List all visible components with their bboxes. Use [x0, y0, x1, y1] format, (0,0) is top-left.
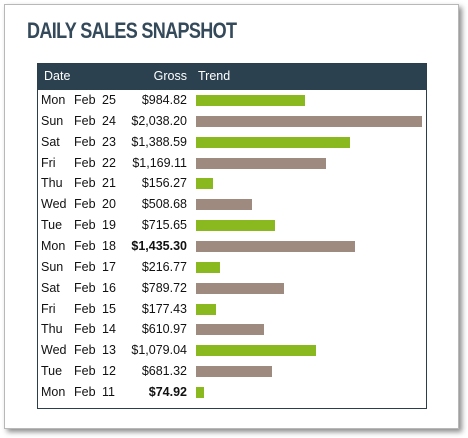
row-month: Feb: [74, 197, 96, 212]
row-weekday: Wed: [41, 343, 67, 358]
row-gross: $216.77: [141, 259, 187, 274]
row-gross: $1,079.04: [131, 343, 187, 358]
row-weekday: Sun: [41, 113, 64, 128]
table-row: Thu Feb 14 $610.97: [38, 319, 426, 340]
row-month: Feb: [74, 301, 96, 316]
trend-bar: [196, 282, 284, 294]
table-row: Thu Feb 21 $156.27: [38, 173, 426, 194]
row-weekday: Sat: [41, 280, 60, 295]
row-date: 15: [102, 301, 116, 316]
table-row: Sat Feb 16 $789.72: [38, 278, 426, 299]
table-row: Tue Feb 12 $681.32: [38, 361, 426, 382]
row-month: Feb: [74, 113, 96, 128]
row-weekday: Fri: [41, 155, 56, 170]
row-date: 20: [102, 197, 116, 212]
row-weekday: Sun: [41, 259, 64, 274]
row-gross: $2,038.20: [131, 113, 187, 128]
row-date: 21: [102, 176, 116, 191]
column-header-trend: Trend: [198, 69, 231, 83]
row-month: Feb: [74, 322, 96, 337]
trend-bar: [196, 115, 422, 127]
row-date: 16: [102, 280, 116, 295]
row-month: Feb: [74, 280, 96, 295]
column-header-gross: Gross: [153, 69, 187, 83]
row-weekday: Sat: [41, 134, 60, 149]
table-row: Sat Feb 23 $1,388.59: [38, 132, 426, 153]
row-gross: $681.32: [141, 364, 187, 379]
snapshot-panel: DAILY SALES SNAPSHOT Date Gross Trend Mo…: [4, 4, 459, 429]
row-month: Feb: [74, 364, 96, 379]
row-weekday: Thu: [41, 176, 63, 191]
table-row: Fri Feb 15 $177.43: [38, 299, 426, 320]
row-month: Feb: [74, 239, 96, 254]
trend-bar: [196, 345, 316, 357]
row-date: 14: [102, 322, 116, 337]
trend-bar: [196, 387, 204, 399]
row-date: 22: [102, 155, 116, 170]
row-gross: $984.82: [141, 93, 187, 107]
table-row: Mon Feb 25 $984.82: [38, 90, 426, 111]
row-date: 17: [102, 259, 116, 274]
row-month: Feb: [74, 134, 96, 149]
row-month: Feb: [74, 93, 96, 107]
row-gross: $715.65: [141, 218, 187, 233]
trend-bar: [196, 220, 275, 232]
row-gross: $74.92: [148, 385, 187, 400]
trend-bar: [196, 241, 355, 253]
row-gross: $156.27: [141, 176, 187, 191]
row-month: Feb: [74, 218, 96, 233]
table-header: Date Gross Trend: [38, 64, 426, 90]
trend-bar: [196, 324, 264, 336]
trend-bar: [196, 366, 272, 378]
row-gross: $610.97: [141, 322, 187, 337]
sales-table: Date Gross Trend Mon Feb 25 $984.82 Sun Feb 24…: [37, 63, 427, 409]
row-date: 23: [102, 134, 116, 149]
row-date: 25: [102, 93, 116, 107]
row-date: 19: [102, 218, 116, 233]
page-title: DAILY SALES SNAPSHOT: [27, 18, 237, 43]
row-month: Feb: [74, 259, 96, 274]
row-month: Feb: [74, 155, 96, 170]
table-row: Sun Feb 17 $216.77: [38, 257, 426, 278]
table-row: Wed Feb 20 $508.68: [38, 194, 426, 215]
row-weekday: Wed: [41, 197, 67, 212]
row-date: 24: [102, 113, 116, 128]
row-gross: $177.43: [141, 301, 187, 316]
trend-bar: [196, 178, 213, 190]
table-row: Sun Feb 24 $2,038.20: [38, 111, 426, 132]
table-row: Mon Feb 11 $74.92: [38, 382, 426, 403]
row-date: 13: [102, 343, 116, 358]
row-month: Feb: [74, 343, 96, 358]
row-weekday: Tue: [41, 218, 63, 233]
row-date: 11: [102, 385, 115, 400]
row-weekday: Fri: [41, 301, 56, 316]
trend-bar: [196, 303, 216, 315]
trend-bar: [196, 95, 305, 106]
trend-bar: [196, 261, 220, 273]
row-weekday: Mon: [41, 93, 66, 107]
row-gross: $508.68: [141, 197, 187, 212]
row-gross: $789.72: [141, 280, 187, 295]
row-date: 18: [102, 239, 116, 254]
trend-bar: [196, 199, 252, 211]
table-row: Tue Feb 19 $715.65: [38, 215, 426, 236]
row-month: Feb: [74, 385, 96, 400]
row-weekday: Thu: [41, 322, 63, 337]
row-weekday: Tue: [41, 364, 63, 379]
column-header-date: Date: [44, 69, 71, 83]
row-month: Feb: [74, 176, 96, 191]
row-date: 12: [102, 364, 116, 379]
row-gross: $1,435.30: [131, 239, 187, 254]
table-row: Wed Feb 13 $1,079.04: [38, 340, 426, 361]
trend-bar: [196, 157, 326, 169]
table-row: Fri Feb 22 $1,169.11: [38, 153, 426, 174]
table-body: Mon Feb 25 $984.82 Sun Feb 24 $2,038.20 Sat Feb 23…: [38, 90, 426, 403]
table-row: Mon Feb 18 $1,435.30: [38, 236, 426, 257]
trend-bar: [196, 136, 350, 148]
row-weekday: Mon: [41, 239, 66, 254]
row-gross: $1,388.59: [131, 134, 187, 149]
row-gross: $1,169.11: [132, 155, 187, 170]
row-weekday: Mon: [41, 385, 66, 400]
